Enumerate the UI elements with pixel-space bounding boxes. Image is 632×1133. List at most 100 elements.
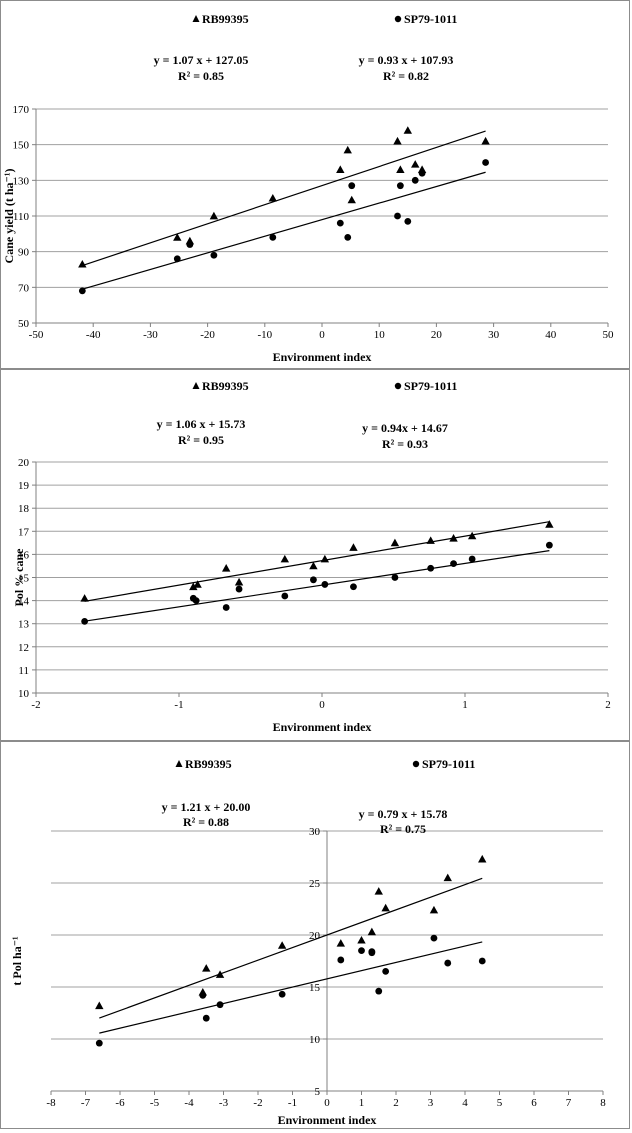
series-RB99395	[80, 520, 554, 602]
data-point-circle	[202, 1014, 210, 1022]
data-point-circle	[81, 617, 89, 625]
x-tick-label: 50	[603, 329, 615, 341]
data-point-circle	[478, 957, 486, 965]
y-tick-label: 15	[18, 573, 30, 585]
x-tick-label: 3	[428, 1097, 434, 1109]
x-tick-label: 2	[605, 699, 611, 711]
data-point-circle	[358, 947, 365, 954]
series-SP79-1011	[78, 159, 489, 295]
data-point-triangle	[374, 887, 383, 895]
data-point-triangle	[189, 582, 198, 591]
y-tick-label: 12	[18, 642, 29, 654]
trendline	[99, 877, 483, 1019]
data-point-circle	[192, 597, 200, 604]
regression-equation: y = 1.21 x + 20.00	[162, 800, 251, 814]
y-tick-label: 14	[18, 596, 30, 608]
data-point-triangle	[396, 165, 405, 173]
y-tick-label: 5	[315, 1086, 321, 1098]
chart-panel-pol-cane: -2 -1 0 1 2 10 11 12 13 14 15 16 17 18 19 20 Environment…	[0, 369, 630, 741]
data-point-triangle	[411, 160, 420, 168]
data-point-circle	[444, 959, 452, 967]
data-point-triangle	[193, 580, 202, 588]
data-point-circle	[468, 555, 476, 563]
data-point-triangle	[78, 259, 87, 268]
data-point-triangle	[393, 136, 402, 145]
x-tick-label: 30	[488, 329, 500, 341]
data-point-triangle	[221, 564, 231, 572]
x-tick-label: 1	[462, 699, 468, 711]
data-point-triangle	[320, 554, 330, 563]
y-tick-label: 20	[309, 930, 321, 942]
data-point-circle	[348, 182, 356, 190]
y-axis-label: Cane yield (t ha⁻¹)	[2, 169, 16, 264]
x-tick-label: -2	[31, 699, 40, 711]
legend-label: SP79-1011	[422, 757, 475, 771]
x-tick-label: -3	[219, 1097, 229, 1109]
data-point-triangle	[277, 941, 287, 949]
r-squared-label: R² = 0.88	[183, 815, 229, 829]
data-point-circle	[235, 585, 243, 593]
legend-marker-circle	[394, 382, 402, 390]
y-tick-label: 30	[309, 826, 321, 838]
data-point-triangle	[429, 905, 439, 914]
x-tick-label: -8	[46, 1097, 56, 1109]
x-tick-label: 0	[319, 329, 325, 341]
x-tick-label: -20	[200, 329, 215, 341]
data-point-circle	[337, 956, 345, 964]
y-tick-label: 18	[18, 503, 30, 515]
legend-marker-circle	[394, 15, 402, 23]
data-point-triangle	[343, 145, 352, 154]
chart-panel-t-pol: -8 -7 -6 -5 -4 -3 -2 -1 0 1 2 3 4 5 6 7 8 5 10 15 20 25 30 Envi…	[0, 741, 630, 1129]
x-tick-label: -10	[257, 329, 272, 341]
data-point-triangle	[349, 543, 358, 551]
y-axis-label: t Pol ha⁻¹	[10, 936, 24, 986]
data-point-circle	[222, 604, 230, 611]
x-tick-label: 8	[600, 1097, 606, 1109]
data-point-circle	[336, 219, 344, 227]
data-point-circle	[427, 564, 435, 572]
x-tick-label: 1	[359, 1097, 365, 1109]
y-tick-label: 70	[18, 282, 30, 294]
data-point-circle	[404, 217, 412, 225]
y-tick-label: 10	[309, 1034, 321, 1046]
r-squared-label: R² = 0.95	[178, 433, 224, 447]
data-point-triangle	[478, 854, 487, 863]
data-point-triangle	[268, 193, 278, 202]
data-point-circle	[482, 159, 489, 166]
x-tick-label: -1	[174, 699, 183, 711]
data-point-circle	[545, 541, 553, 549]
chart-svg: -8 -7 -6 -5 -4 -3 -2 -1 0 1 2 3 4 5 6 7 8 5 10 15 20 25 30 Envi…	[10, 757, 606, 1127]
legend-label: SP79-1011	[404, 12, 457, 26]
regression-equation: y = 1.07 x + 127.05	[154, 53, 249, 67]
trendline	[82, 171, 486, 290]
x-tick-label: 6	[531, 1097, 537, 1109]
x-axis-label: Environment index	[273, 350, 372, 364]
y-tick-label: 19	[18, 480, 30, 492]
legend-label: SP79-1011	[404, 379, 457, 393]
data-point-triangle	[357, 936, 366, 944]
series-RB99395	[95, 854, 487, 1019]
legend-marker-triangle	[192, 15, 200, 22]
x-tick-label: 0	[319, 699, 325, 711]
chart-panel-cane-yield: -50 -40 -30 -20 -10 0 10 20 30 40 50 50 70 90 110 130 15…	[0, 0, 630, 369]
chart-svg: -2 -1 0 1 21011121314151617181920Environment…	[12, 379, 611, 734]
data-point-circle	[350, 583, 357, 591]
y-tick-label: 17	[18, 526, 30, 538]
data-point-triangle	[280, 554, 290, 563]
data-point-triangle	[215, 970, 225, 978]
data-point-circle	[278, 990, 286, 998]
y-tick-label: 90	[18, 247, 30, 259]
regression-equation: y = 0.94x + 14.67	[362, 421, 448, 435]
data-point-circle	[411, 176, 419, 184]
x-tick-label: 20	[431, 329, 443, 341]
regression-equation: y = 0.93 x + 107.93	[359, 53, 454, 67]
data-point-circle	[281, 592, 289, 600]
data-point-triangle	[481, 136, 490, 145]
r-squared-label: R² = 0.75	[380, 822, 426, 836]
data-point-triangle	[347, 195, 356, 204]
x-tick-label: -30	[143, 329, 158, 341]
x-tick-label: 40	[545, 329, 557, 341]
x-tick-label: -50	[29, 329, 44, 341]
regression-equation: y = 1.06 x + 15.73	[157, 417, 246, 431]
series-RB99395	[78, 126, 490, 268]
